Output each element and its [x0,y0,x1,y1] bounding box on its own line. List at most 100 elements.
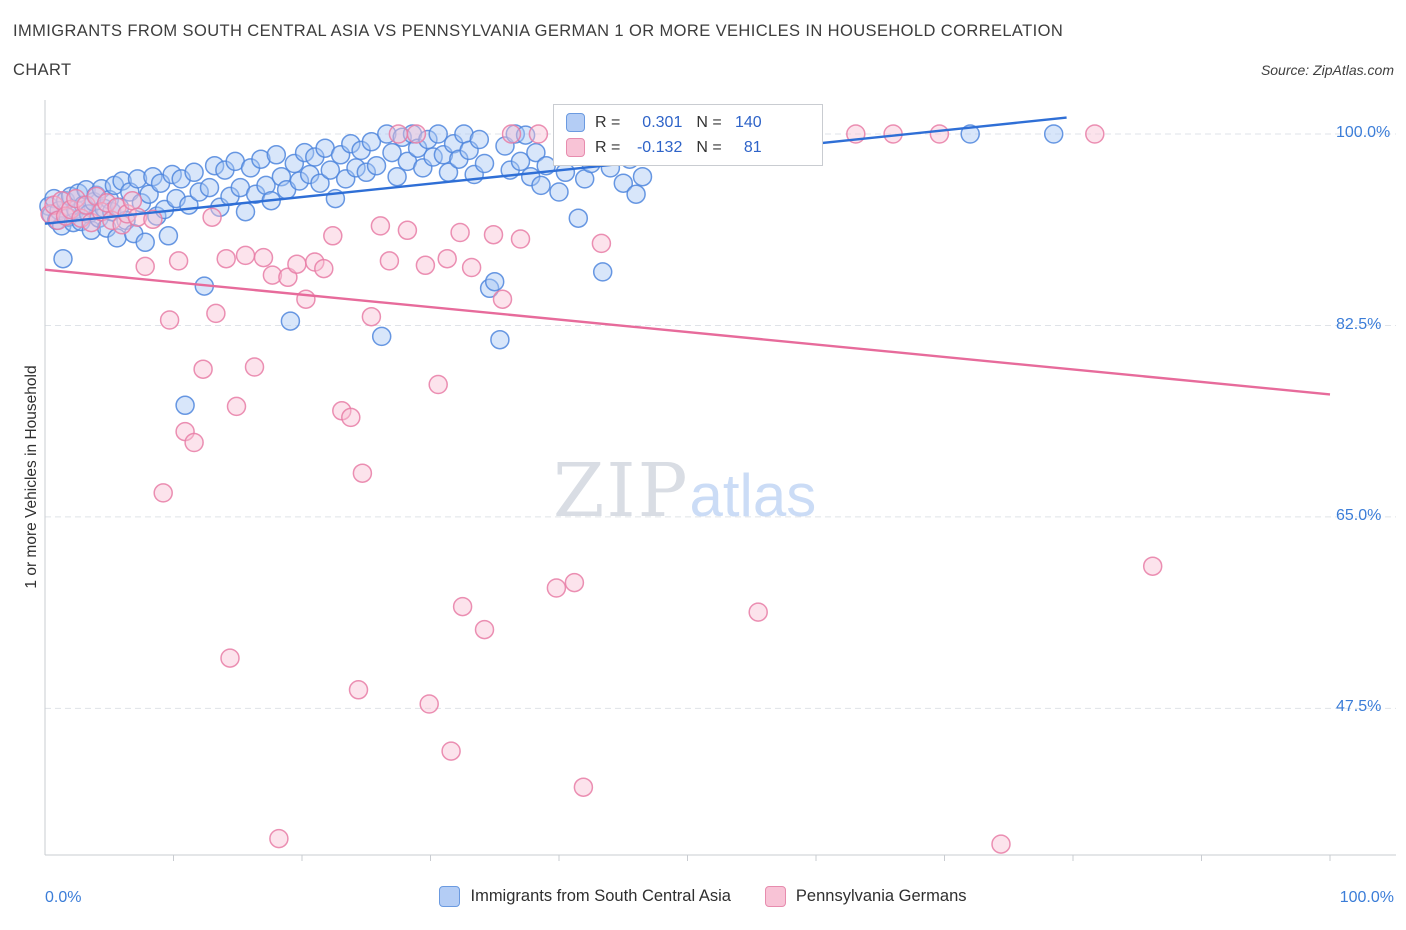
scatter-point [492,289,513,309]
scatter-point [613,173,634,193]
scatter-point [573,777,594,797]
blue-series-swatch-icon [439,886,461,907]
scatter-point [592,262,613,282]
scatter-point [626,184,646,204]
watermark: ZIPatlas [553,448,816,534]
scatter-point [929,124,950,144]
y-axis-title: 1 or more Vehicles in Household [23,365,40,589]
legend-row-blue: R = 0.301 N = 140 [566,113,810,132]
scatter-point [591,233,612,254]
scatter-point [510,229,531,249]
scatter-point [53,248,73,269]
scatter-point [370,216,391,236]
scatter-point [510,151,531,172]
pink-trendline [44,268,1331,396]
scatter-point [379,251,400,271]
n-label: N = [696,113,722,131]
scatter-point [1085,124,1105,144]
scatter-point [441,741,461,761]
pink-series-swatch-icon [566,138,585,157]
scatter-point [202,207,222,227]
scatter-point [428,374,448,395]
blue-trendline [44,116,1067,225]
scatter-point [531,175,551,196]
pink-series-swatch-icon [764,886,786,907]
scatter-point [1043,124,1064,144]
scatter-point [162,164,182,185]
series-blue [39,124,1064,416]
scatter-point [526,142,546,163]
scatter-point [289,171,310,191]
scatter-point [346,158,366,178]
legend-item-pennsylvania-germans: Pennsylvania Germans [764,886,967,907]
scatter-point [501,124,522,144]
scatter-point [323,226,343,246]
scatter-point [112,171,132,191]
scatter-point [528,124,549,144]
scatter-point [474,153,495,174]
legend-item-label: Pennsylvania Germans [795,887,967,905]
scatter-point [235,201,256,222]
r-value: 0.301 [642,113,683,131]
scatter-point [382,142,402,163]
scatter-point [122,190,143,211]
scatter-point [314,258,334,279]
scatter-point [419,694,439,714]
scatter-point [235,245,256,266]
scatter-point [461,257,482,278]
scatter-point [96,193,117,213]
scatter-point [216,248,236,269]
blue-series-swatch-icon [566,113,585,132]
scatter-point [262,265,283,285]
scatter-point [86,186,107,207]
x-tick-max: 100.0% [1339,889,1394,906]
scatter-point [366,155,387,176]
scatter-point [135,256,155,277]
y-tick-65: 65.0% [1336,507,1382,524]
scatter-point [348,680,369,700]
scatter-point [251,149,271,169]
y-tick-47-5: 47.5% [1336,698,1382,715]
legend-item-label: Immigrants from South Central Asia [470,887,731,905]
scatter-point [310,173,330,193]
y-tick-100: 100.0% [1336,124,1391,141]
legend-row-pink: R = -0.132 N = 81 [566,138,810,157]
scatter-point [418,129,438,150]
scatter-point [991,834,1011,854]
scatter-point [474,619,495,640]
scatter-point [387,166,407,187]
scatter-point [135,232,155,253]
scatter-point [546,578,567,598]
scatter-point [158,226,179,246]
scatter-point [159,310,180,330]
r-value: -0.132 [636,138,683,156]
scatter-point [450,222,470,243]
scatter-point [356,162,377,183]
scatter-point [206,303,226,324]
scatter-point [193,359,213,379]
source-credit: Source: ZipAtlas.com [1260,62,1394,78]
scatter-point [280,311,301,331]
scatter-point [632,166,653,187]
scatter-point [352,463,373,483]
n-label: N = [696,138,722,156]
scatter-point [452,596,473,617]
scatter-point [549,182,569,202]
scatter-point [490,329,510,350]
scatter-point [294,142,315,163]
r-label: R = [595,113,621,131]
scatter-point [555,162,576,183]
scatter-point [1142,556,1163,576]
x-tick-min: 0.0% [45,889,82,906]
scatter-point [244,357,265,377]
series-legend: Immigrants from South Central Asia Penns… [0,886,1406,907]
scatter-point [153,483,173,503]
scatter-point [269,828,289,849]
scatter-point [437,248,457,269]
scatter-point [199,177,220,198]
scatter-point [184,162,204,183]
r-label: R = [595,138,621,156]
scatter-point [220,648,240,668]
